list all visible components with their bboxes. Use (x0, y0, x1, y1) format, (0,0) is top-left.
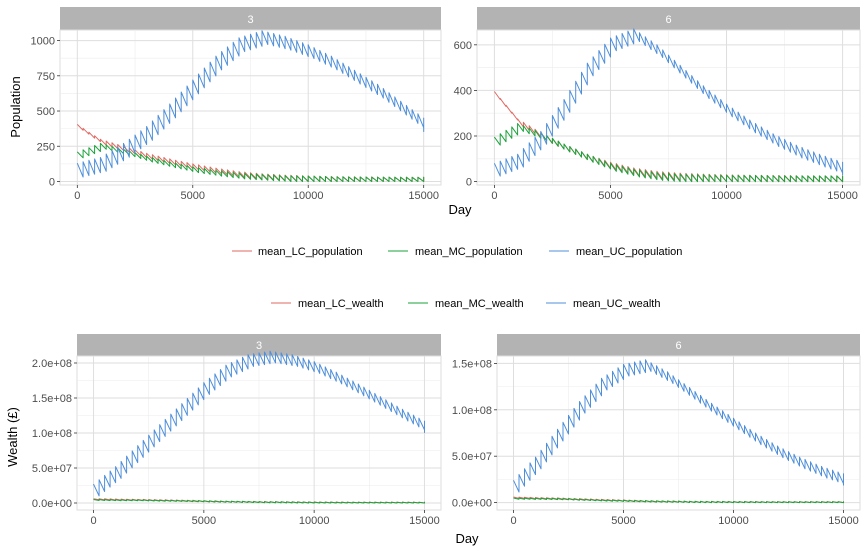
legend-wealth: mean_LC_wealth mean_MC_wealth mean_UC_we… (271, 298, 660, 310)
y-ticks: 0 250 500 750 1000 (31, 36, 60, 188)
series-mean_UC_wealth (513, 359, 844, 493)
x-ticks: 0 5000 10000 15000 (491, 185, 858, 202)
series-mean_UC_population (76, 30, 425, 178)
y-tick-label: 1000 (31, 36, 55, 48)
y-axis-title: Wealth (£) (5, 407, 20, 467)
y-ticks: 0 200 400 600 (454, 40, 477, 189)
y-tick-label: 250 (37, 141, 55, 153)
x-tick-label: 15000 (827, 190, 858, 202)
y-tick-label: 600 (454, 40, 472, 52)
x-tick-label: 5000 (611, 515, 635, 527)
series-layer (93, 350, 425, 504)
x-tick-label: 10000 (718, 515, 749, 527)
x-tick-label: 15000 (408, 190, 439, 202)
x-tick-label: 0 (90, 515, 96, 527)
x-tick-label: 5000 (192, 515, 216, 527)
x-tick-label: 10000 (711, 190, 742, 202)
y-tick-label: 1.0e+08 (452, 405, 492, 417)
x-tick-label: 5000 (598, 190, 622, 202)
legend-label-uc-population: mean_UC_population (576, 246, 682, 258)
y-tick-label: 2.0e+08 (32, 358, 72, 370)
x-tick-label: 10000 (299, 515, 330, 527)
y-tick-label: 1.0e+08 (32, 428, 72, 440)
legend-label-mc-wealth: mean_MC_wealth (435, 298, 524, 310)
y-ticks: 0.0e+00 5.0e+07 1.0e+08 1.5e+08 2.0e+08 (32, 358, 77, 510)
x-ticks: 0 5000 10000 15000 (74, 185, 439, 202)
y-tick-label: 1.5e+08 (32, 393, 72, 405)
x-tick-label: 0 (74, 190, 80, 202)
x-ticks: 0 5000 10000 15000 (90, 510, 440, 527)
x-tick-label: 0 (510, 515, 516, 527)
series-mean_MC_population (493, 123, 844, 183)
series-mean_MC_wealth (513, 497, 844, 504)
y-axis-title: Population (8, 76, 23, 137)
series-layer (76, 30, 425, 182)
y-ticks: 0.0e+00 5.0e+07 1.0e+08 1.5e+08 (452, 358, 497, 510)
x-axis-title-wealth: Day (455, 531, 479, 546)
x-ticks: 0 5000 10000 15000 (510, 510, 859, 527)
series-mean_MC_wealth (93, 499, 425, 504)
y-tick-label: 5.0e+07 (32, 463, 72, 475)
series-layer (513, 359, 844, 504)
panel-population-6: 6 0 5000 10000 15000 0 200 400 600 (454, 7, 861, 202)
y-tick-label: 1.5e+08 (452, 358, 492, 370)
facet-label: 6 (665, 14, 671, 26)
x-tick-label: 15000 (828, 515, 859, 527)
legend-label-lc-population: mean_LC_population (258, 246, 363, 258)
y-tick-label: 500 (37, 106, 55, 118)
y-tick-label: 0 (466, 177, 472, 189)
gridlines (496, 355, 861, 511)
y-tick-label: 200 (454, 131, 472, 143)
x-tick-label: 0 (491, 190, 497, 202)
gridlines (76, 355, 442, 511)
series-mean_MC_population (76, 142, 425, 182)
x-axis-title-population: Day (448, 202, 472, 217)
y-tick-label: 5.0e+07 (452, 451, 492, 463)
facet-strip (77, 334, 441, 356)
legend-population: mean_LC_population mean_MC_population me… (232, 246, 682, 258)
facet-label: 6 (675, 340, 681, 352)
legend-label-lc-wealth: mean_LC_wealth (298, 298, 384, 310)
panel-wealth-3: 3 0 5000 10000 15000 0.0e+00 5.0e+07 1.0e+08 1… (5, 334, 442, 527)
x-tick-label: 10000 (293, 190, 324, 202)
y-tick-label: 750 (37, 71, 55, 83)
facet-strip (497, 334, 860, 356)
facet-label: 3 (256, 340, 262, 352)
y-tick-label: 400 (454, 85, 472, 97)
y-tick-label: 0.0e+00 (32, 498, 72, 510)
facet-strip (477, 7, 860, 30)
panel-wealth-6: 6 0 5000 10000 15000 0.0e+00 5.0e+07 1.0e+08 1… (452, 334, 861, 527)
series-mean_UC_wealth (93, 350, 425, 497)
x-tick-label: 15000 (409, 515, 440, 527)
gridlines (476, 29, 861, 186)
x-tick-label: 5000 (181, 190, 205, 202)
facet-label: 3 (247, 14, 253, 26)
y-tick-label: 0 (49, 176, 55, 188)
facet-strip (60, 7, 441, 30)
series-mean_UC_population (493, 28, 844, 177)
y-tick-label: 0.0e+00 (452, 498, 492, 510)
series-layer (493, 28, 844, 183)
legend-label-mc-population: mean_MC_population (415, 246, 523, 258)
legend-label-uc-wealth: mean_UC_wealth (573, 298, 660, 310)
panel-population-3: 3 0 5000 10000 15000 0 250 500 750 1000 Populat… (8, 7, 442, 202)
